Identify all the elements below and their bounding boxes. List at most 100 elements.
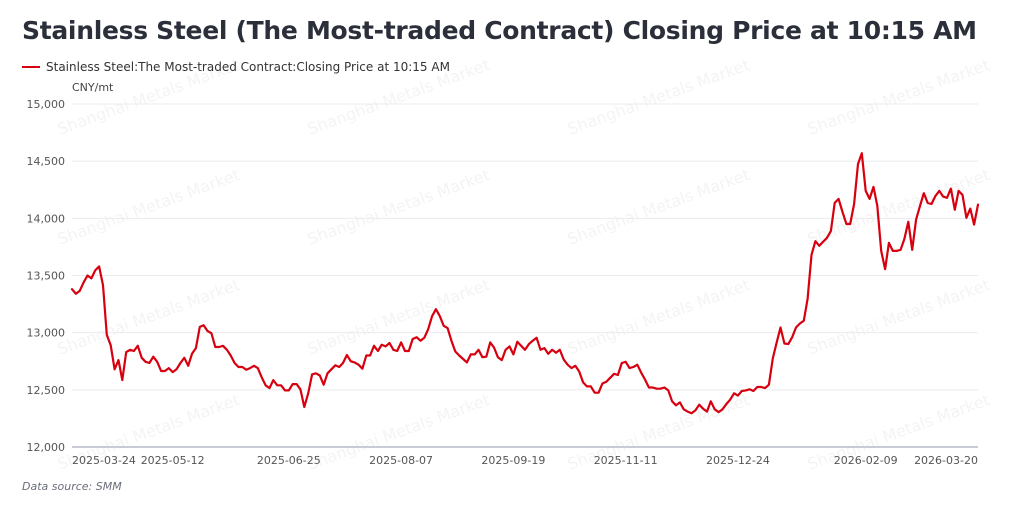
data-point[interactable] bbox=[786, 342, 790, 346]
data-point[interactable] bbox=[624, 360, 628, 364]
data-point[interactable] bbox=[411, 337, 415, 341]
data-point[interactable] bbox=[666, 388, 670, 392]
data-point[interactable] bbox=[937, 189, 941, 193]
data-point[interactable] bbox=[837, 197, 841, 201]
data-point[interactable] bbox=[318, 374, 322, 378]
data-point[interactable] bbox=[229, 354, 233, 358]
data-point[interactable] bbox=[628, 366, 632, 370]
data-point[interactable] bbox=[736, 394, 740, 398]
data-point[interactable] bbox=[256, 366, 260, 370]
data-point[interactable] bbox=[643, 378, 647, 382]
data-point[interactable] bbox=[922, 191, 926, 195]
data-point[interactable] bbox=[841, 210, 845, 214]
data-point[interactable] bbox=[705, 410, 709, 414]
data-point[interactable] bbox=[155, 360, 159, 364]
data-point[interactable] bbox=[945, 196, 949, 200]
data-point[interactable] bbox=[600, 382, 604, 386]
data-point[interactable] bbox=[109, 343, 113, 347]
data-point[interactable] bbox=[933, 194, 937, 198]
data-point[interactable] bbox=[264, 383, 268, 387]
data-point[interactable] bbox=[825, 236, 829, 240]
data-point[interactable] bbox=[477, 348, 481, 352]
data-point[interactable] bbox=[488, 340, 492, 344]
data-point[interactable] bbox=[345, 353, 349, 357]
data-point[interactable] bbox=[655, 387, 659, 391]
data-point[interactable] bbox=[469, 352, 473, 356]
data-point[interactable] bbox=[717, 410, 721, 414]
data-point[interactable] bbox=[728, 398, 732, 402]
data-point[interactable] bbox=[124, 350, 128, 354]
data-point[interactable] bbox=[570, 366, 574, 370]
data-point[interactable] bbox=[504, 348, 508, 352]
data-point[interactable] bbox=[550, 348, 554, 352]
data-point[interactable] bbox=[875, 204, 879, 208]
data-point[interactable] bbox=[353, 360, 357, 364]
data-point[interactable] bbox=[562, 358, 566, 362]
data-point[interactable] bbox=[438, 314, 442, 318]
data-point[interactable] bbox=[616, 373, 620, 377]
data-point[interactable] bbox=[217, 345, 221, 349]
data-point[interactable] bbox=[713, 407, 717, 411]
data-point[interactable] bbox=[206, 329, 210, 333]
data-point[interactable] bbox=[930, 202, 934, 206]
data-point[interactable] bbox=[384, 344, 388, 348]
data-point[interactable] bbox=[357, 363, 361, 367]
data-point[interactable] bbox=[906, 220, 910, 224]
data-point[interactable] bbox=[767, 383, 771, 387]
data-point[interactable] bbox=[147, 361, 151, 365]
data-point[interactable] bbox=[302, 405, 306, 409]
data-point[interactable] bbox=[806, 297, 810, 301]
data-point[interactable] bbox=[620, 361, 624, 365]
data-point[interactable] bbox=[887, 241, 891, 245]
data-point[interactable] bbox=[953, 208, 957, 212]
data-point[interactable] bbox=[283, 388, 287, 392]
data-point[interactable] bbox=[701, 407, 705, 411]
data-point[interactable] bbox=[972, 223, 976, 227]
data-point[interactable] bbox=[306, 391, 310, 395]
data-point[interactable] bbox=[151, 355, 155, 359]
data-point[interactable] bbox=[341, 361, 345, 365]
data-point[interactable] bbox=[492, 346, 496, 350]
data-point[interactable] bbox=[539, 348, 543, 352]
data-point[interactable] bbox=[810, 253, 814, 257]
data-point[interactable] bbox=[268, 386, 272, 390]
data-point[interactable] bbox=[891, 249, 895, 253]
data-point[interactable] bbox=[883, 267, 887, 271]
data-point[interactable] bbox=[957, 189, 961, 193]
data-point[interactable] bbox=[604, 380, 608, 384]
data-point[interactable] bbox=[670, 399, 674, 403]
data-point[interactable] bbox=[964, 216, 968, 220]
data-point[interactable] bbox=[368, 354, 372, 358]
data-point[interactable] bbox=[144, 360, 148, 364]
data-point[interactable] bbox=[202, 323, 206, 327]
data-point[interactable] bbox=[132, 349, 136, 353]
data-point[interactable] bbox=[465, 360, 469, 364]
data-point[interactable] bbox=[860, 151, 864, 155]
data-point[interactable] bbox=[388, 341, 392, 345]
legend[interactable]: Stainless Steel:The Most-traded Contract… bbox=[22, 60, 450, 74]
data-point[interactable] bbox=[128, 348, 132, 352]
data-point[interactable] bbox=[581, 380, 585, 384]
data-point[interactable] bbox=[566, 363, 570, 367]
data-point[interactable] bbox=[593, 391, 597, 395]
data-point[interactable] bbox=[237, 365, 241, 369]
data-point[interactable] bbox=[926, 201, 930, 205]
data-point[interactable] bbox=[484, 355, 488, 359]
data-point[interactable] bbox=[442, 324, 446, 328]
data-point[interactable] bbox=[639, 371, 643, 375]
data-point[interactable] bbox=[902, 237, 906, 241]
data-point[interactable] bbox=[120, 378, 124, 382]
data-point[interactable] bbox=[329, 367, 333, 371]
data-point[interactable] bbox=[817, 244, 821, 248]
data-point[interactable] bbox=[198, 325, 202, 329]
data-point[interactable] bbox=[914, 218, 918, 222]
data-point[interactable] bbox=[213, 345, 217, 349]
data-point[interactable] bbox=[430, 314, 434, 318]
data-point[interactable] bbox=[856, 162, 860, 166]
data-point[interactable] bbox=[872, 185, 876, 189]
data-point[interactable] bbox=[631, 365, 635, 369]
data-point[interactable] bbox=[93, 268, 97, 272]
data-point[interactable] bbox=[360, 367, 364, 371]
data-point[interactable] bbox=[899, 248, 903, 252]
data-point[interactable] bbox=[844, 222, 848, 226]
